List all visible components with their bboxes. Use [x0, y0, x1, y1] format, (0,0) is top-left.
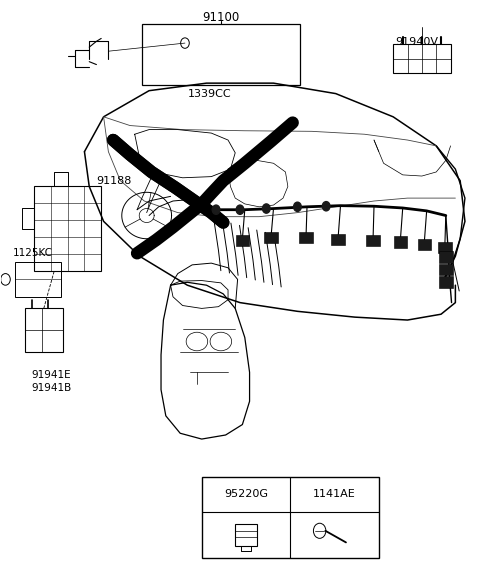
Bar	[236, 235, 249, 246]
Bar	[236, 524, 256, 546]
Text: 1141AE: 1141AE	[313, 489, 356, 499]
Text: 91188: 91188	[96, 176, 132, 186]
Bar	[393, 44, 451, 73]
Bar	[142, 24, 300, 85]
Bar	[15, 262, 60, 297]
Bar	[331, 233, 345, 245]
Circle shape	[212, 205, 220, 214]
Bar	[394, 236, 407, 248]
Bar	[439, 276, 453, 288]
Bar	[418, 239, 431, 250]
Text: 91100: 91100	[202, 11, 240, 24]
Circle shape	[236, 205, 244, 214]
Bar	[24, 308, 63, 352]
Bar	[300, 232, 313, 243]
Text: 91941E: 91941E	[32, 370, 72, 380]
Text: 1339CC: 1339CC	[187, 88, 231, 98]
Circle shape	[323, 201, 330, 211]
Text: 95220G: 95220G	[224, 489, 268, 499]
Bar	[366, 235, 380, 246]
Text: 91941B: 91941B	[32, 383, 72, 393]
Text: 1125KC: 1125KC	[12, 249, 53, 258]
Circle shape	[294, 202, 301, 211]
Circle shape	[263, 204, 270, 213]
Bar	[438, 242, 452, 253]
Bar	[202, 477, 379, 558]
Bar	[439, 264, 453, 275]
Bar	[34, 186, 101, 271]
Bar	[264, 232, 278, 243]
Text: 91940V: 91940V	[396, 37, 439, 47]
Bar	[439, 251, 453, 262]
